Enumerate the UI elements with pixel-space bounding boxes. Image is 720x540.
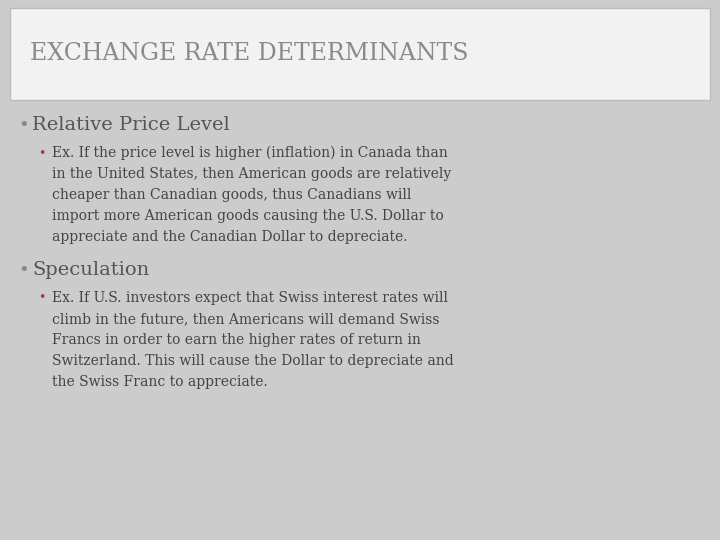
Text: climb in the future, then Americans will demand Swiss: climb in the future, then Americans will… <box>52 312 439 326</box>
Text: •: • <box>18 261 29 279</box>
Text: Relative Price Level: Relative Price Level <box>32 116 230 134</box>
Text: Switzerland. This will cause the Dollar to depreciate and: Switzerland. This will cause the Dollar … <box>52 354 454 368</box>
Text: the Swiss Franc to appreciate.: the Swiss Franc to appreciate. <box>52 375 268 389</box>
Text: Speculation: Speculation <box>32 261 149 279</box>
Text: Francs in order to earn the higher rates of return in: Francs in order to earn the higher rates… <box>52 333 421 347</box>
Text: appreciate and the Canadian Dollar to depreciate.: appreciate and the Canadian Dollar to de… <box>52 230 408 244</box>
Text: Ex. If the price level is higher (inflation) in Canada than: Ex. If the price level is higher (inflat… <box>52 146 448 160</box>
Bar <box>10 8 710 100</box>
Text: •: • <box>18 116 29 134</box>
Text: import more American goods causing the U.S. Dollar to: import more American goods causing the U… <box>52 209 444 223</box>
Text: Ex. If U.S. investors expect that Swiss interest rates will: Ex. If U.S. investors expect that Swiss … <box>52 291 448 305</box>
Text: •: • <box>38 146 45 159</box>
Text: •: • <box>38 292 45 305</box>
Text: in the United States, then American goods are relatively: in the United States, then American good… <box>52 167 451 181</box>
Text: cheaper than Canadian goods, thus Canadians will: cheaper than Canadian goods, thus Canadi… <box>52 188 411 202</box>
Text: EXCHANGE RATE DETERMINANTS: EXCHANGE RATE DETERMINANTS <box>30 42 469 64</box>
